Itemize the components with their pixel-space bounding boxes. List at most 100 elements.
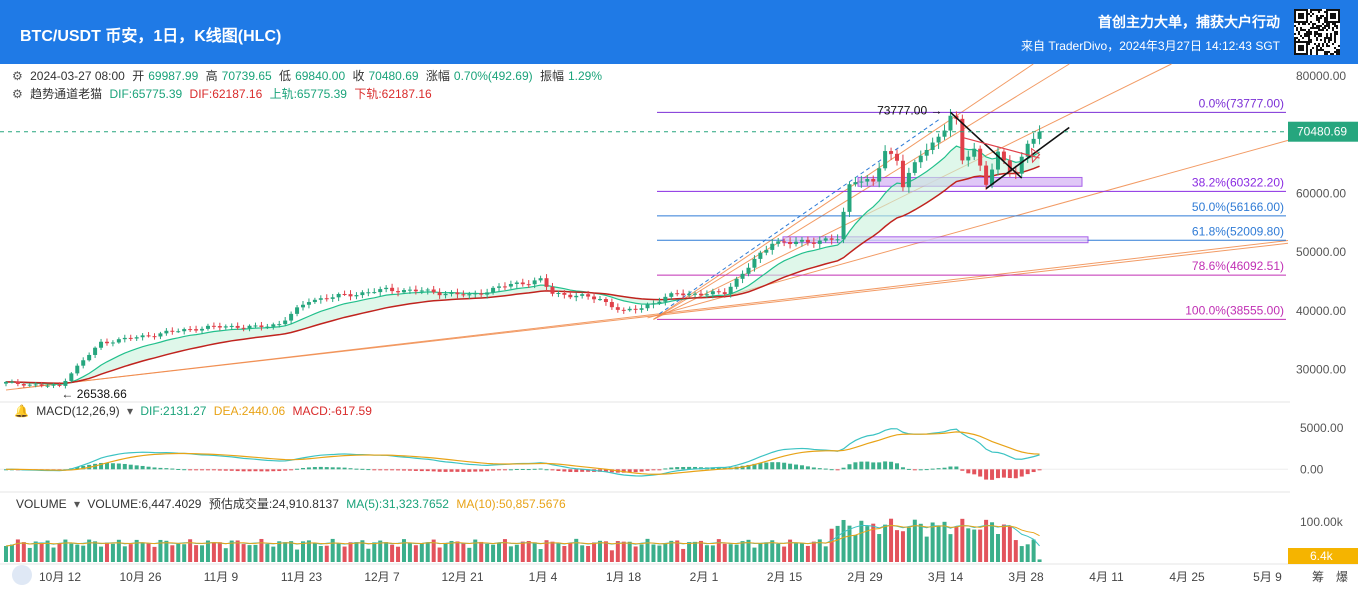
candle-body <box>746 267 751 274</box>
volume-bar <box>1037 559 1042 562</box>
dropdown-icon[interactable]: ▾ <box>74 497 81 511</box>
volume-bar <box>865 526 870 562</box>
macd-histogram-bar <box>485 469 490 472</box>
volume-bar <box>431 539 436 562</box>
header-slogan: 首创主力大单，捕获大户行动 <box>1098 14 1280 30</box>
candle-body <box>289 313 294 321</box>
macd-histogram-bar <box>330 467 335 470</box>
volume-bar <box>681 548 686 562</box>
macd-histogram-bar <box>681 467 686 470</box>
change-label: 涨幅 <box>425 69 450 83</box>
fib-level-label: 0.0%(73777.00) <box>1199 96 1284 110</box>
macd-histogram-bar <box>1025 469 1030 475</box>
volume-bar <box>794 543 799 562</box>
volume-bar <box>324 545 329 562</box>
chart-header: BTC/USDT 币安，1日，K线图(HLC) 首创主力大单，捕获大户行动 来自… <box>0 0 1358 64</box>
macd-histogram-bar <box>283 469 288 471</box>
volume-bar <box>15 539 20 562</box>
candle-body <box>651 303 656 305</box>
candle-body <box>265 326 270 328</box>
volume-bar <box>716 539 721 562</box>
macd-histogram-bar <box>247 469 252 472</box>
candle-body <box>669 293 674 297</box>
volume-bar <box>122 546 127 562</box>
macd-histogram-bar <box>663 468 668 470</box>
candle-body <box>205 325 210 329</box>
candle-body <box>586 294 591 297</box>
volume-info: VOLUME ▾ VOLUME:6,447.4029 预估成交量:24,910.… <box>16 495 570 512</box>
volume-last-tag <box>1288 548 1358 564</box>
candle-body <box>235 325 240 328</box>
volume-bar <box>401 539 406 562</box>
macd-histogram-bar <box>538 468 543 470</box>
candle-body <box>93 347 98 355</box>
candle-body <box>609 302 614 308</box>
macd-histogram-bar <box>1019 469 1024 477</box>
candle-body <box>4 381 8 384</box>
volume-bar <box>906 527 911 562</box>
settings-icon[interactable]: ⚙ <box>12 87 23 101</box>
macd-dea: DEA:2440.06 <box>213 404 286 418</box>
candle-body <box>146 335 151 337</box>
volume-bar <box>158 539 163 562</box>
candle-body <box>538 278 543 281</box>
macd-histogram-bar <box>633 469 638 473</box>
macd-histogram-bar <box>223 469 228 471</box>
volume-bar <box>675 540 680 562</box>
macd-histogram-bar <box>776 462 781 470</box>
macd-histogram-bar <box>205 469 210 471</box>
volume-bar <box>740 541 745 562</box>
x-axis-label: 12月 21 <box>441 570 483 584</box>
dropdown-icon[interactable]: ▾ <box>127 404 134 418</box>
volume-bar <box>318 546 323 562</box>
price-tick-label: 60000.00 <box>1296 186 1346 200</box>
candle-body <box>912 162 917 173</box>
candle-body <box>675 293 680 295</box>
macd-histogram-bar <box>877 462 882 470</box>
indicator-upper: 上轨:65775.39 <box>269 87 347 101</box>
candle-body <box>271 324 276 327</box>
candle-body <box>134 337 139 339</box>
x-axis-label: 4月 25 <box>1169 570 1205 584</box>
volume-bar <box>33 541 38 562</box>
volume-bar <box>960 518 965 562</box>
volume-value: VOLUME:6,447.4029 <box>87 497 202 511</box>
settings-icon[interactable]: ⚙ <box>12 69 23 83</box>
macd-histogram-bar <box>479 469 484 472</box>
macd-histogram-bar <box>841 467 846 470</box>
candle-body <box>871 179 876 182</box>
macd-histogram-bar <box>324 467 329 470</box>
x-axis-extra-label: 筹 <box>1312 570 1324 584</box>
bell-icon[interactable]: 🔔 <box>14 404 29 418</box>
volume-bar <box>621 541 626 562</box>
candle-body <box>21 383 26 386</box>
candle-body <box>776 241 781 244</box>
candle-body <box>229 325 234 327</box>
candle-body <box>87 354 92 361</box>
macd-histogram-bar <box>984 469 989 480</box>
volume-bar <box>146 543 151 562</box>
volume-bar <box>984 519 989 562</box>
candle-body <box>407 289 412 291</box>
macd-histogram-bar <box>811 467 816 470</box>
candle-body <box>497 286 502 288</box>
volume-bar <box>366 548 371 562</box>
volume-bar <box>936 526 941 562</box>
indicator-dif2: DIF:62187.16 <box>189 87 263 101</box>
volume-bar <box>502 539 507 562</box>
macd-histogram-bar <box>200 469 205 471</box>
macd-histogram-bar <box>176 468 181 470</box>
high-value: 70739.65 <box>221 69 272 83</box>
candle-body <box>283 320 288 325</box>
volume-bar <box>87 539 92 562</box>
candle-body <box>687 293 692 296</box>
volume-bar <box>550 541 555 562</box>
candle-body <box>401 290 406 293</box>
macd-histogram-bar <box>657 469 662 471</box>
volume-ma10-line <box>5 524 1040 547</box>
macd-histogram-bar <box>390 469 395 471</box>
volume-ma10: MA(10):50,857.5676 <box>456 497 566 511</box>
x-axis-label: 3月 14 <box>928 570 964 584</box>
macd-histogram-bar <box>1007 469 1012 479</box>
